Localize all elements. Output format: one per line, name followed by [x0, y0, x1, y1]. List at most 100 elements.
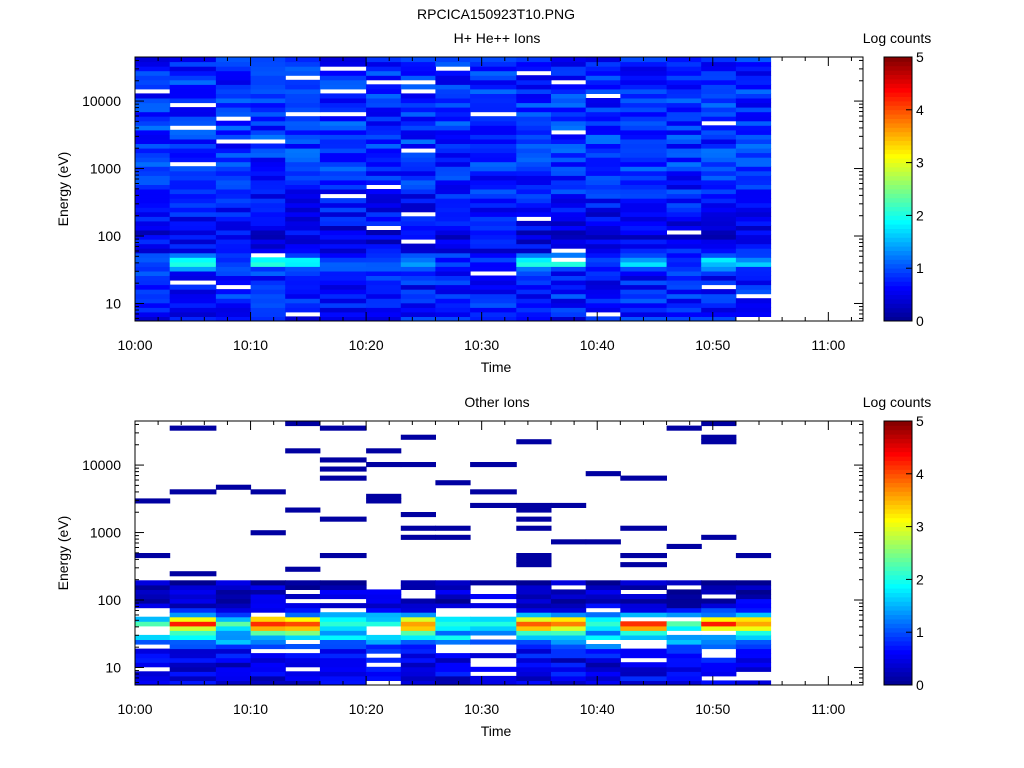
colorbar-segment [884, 255, 912, 260]
colorbar-segment [884, 473, 912, 479]
heatmap-cell [620, 216, 667, 222]
heatmap-cell [135, 220, 171, 226]
heatmap-cell [319, 75, 367, 81]
heatmap-cell [435, 220, 471, 226]
heatmap-cell [666, 225, 702, 231]
heatmap-cell [516, 61, 552, 67]
heatmap-cell [701, 534, 737, 540]
heatmap-cell [470, 75, 517, 81]
heatmap-cell [435, 202, 471, 208]
heatmap-cell [666, 248, 702, 254]
heatmap-cell [169, 298, 217, 304]
heatmap-cell [285, 671, 321, 677]
heatmap-cell [250, 152, 286, 158]
heatmap-cell [701, 230, 737, 236]
heatmap-cell [585, 143, 621, 149]
heatmap-cell [366, 179, 402, 185]
heatmap-cell [169, 657, 217, 663]
colorbar-segment [884, 268, 912, 273]
heatmap-cell [366, 302, 402, 308]
heatmap-cell [470, 116, 517, 122]
heatmap-cell [319, 207, 367, 213]
heatmap-cell [470, 594, 517, 600]
heatmap-cell [701, 603, 737, 609]
heatmap-cell [551, 225, 587, 231]
heatmap-cell [585, 653, 621, 659]
heatmap-cell [735, 189, 772, 195]
heatmap-cell [735, 284, 772, 290]
heatmap-cell [319, 134, 367, 140]
heatmap-cell [215, 584, 252, 590]
heatmap-cell [585, 680, 621, 686]
heatmap-cell [400, 207, 436, 213]
heatmap-cell [516, 316, 552, 322]
heatmap-cell [400, 298, 436, 304]
heatmap-cell [735, 275, 772, 281]
heatmap-cell [470, 284, 517, 290]
heatmap-cell [135, 316, 171, 322]
heatmap-cell [516, 639, 552, 645]
heatmap-cell [135, 598, 171, 604]
heatmap-cell [169, 589, 217, 595]
heatmap-cell [516, 202, 552, 208]
heatmap-cell [735, 161, 772, 167]
heatmap-cell [701, 93, 737, 99]
heatmap-cell [516, 166, 552, 172]
heatmap-cell [701, 170, 737, 176]
heatmap-cell [735, 598, 772, 604]
heatmap-cell [366, 266, 402, 272]
heatmap-cell [400, 193, 436, 199]
panel-1-ylabel: Energy (eV) [55, 152, 71, 227]
heatmap-cell [435, 653, 471, 659]
heatmap-cell [735, 198, 772, 204]
colorbar-segment [884, 438, 912, 444]
heatmap-cell [666, 175, 702, 181]
heatmap-cell [250, 216, 286, 222]
heatmap-cell [620, 475, 667, 481]
heatmap-cell [701, 75, 737, 81]
heatmap-cell [551, 143, 587, 149]
colorbar-segment [884, 303, 912, 309]
heatmap-cell [516, 634, 552, 640]
heatmap-cell [319, 307, 367, 313]
heatmap-cell [620, 79, 667, 85]
heatmap-cell [169, 202, 217, 208]
heatmap-cell [470, 143, 517, 149]
colorbar-segment [884, 114, 912, 119]
heatmap-cell [435, 298, 471, 304]
heatmap-cell [135, 580, 171, 586]
heatmap-cell [516, 148, 552, 154]
heatmap-cell [366, 211, 402, 217]
heatmap-cell [400, 657, 436, 663]
heatmap-cell [470, 266, 517, 272]
heatmap-cell [551, 61, 587, 67]
heatmap-cell [285, 134, 321, 140]
heatmap-cell [585, 116, 621, 122]
heatmap-cell [135, 207, 171, 213]
heatmap-cell [701, 193, 737, 199]
heatmap-cell [215, 639, 252, 645]
heatmap-cell [516, 625, 552, 631]
heatmap-cell [701, 257, 737, 263]
heatmap-cell [285, 120, 321, 126]
heatmap-cell [435, 107, 471, 113]
heatmap-cell [285, 148, 321, 154]
heatmap-cell [516, 134, 552, 140]
heatmap-cell [516, 302, 552, 308]
heatmap-cell [585, 111, 621, 117]
heatmap-cell [135, 138, 171, 144]
heatmap-cell [135, 261, 171, 267]
heatmap-cell [319, 311, 367, 317]
heatmap-cell [735, 70, 772, 76]
heatmap-cell [400, 648, 436, 654]
heatmap-cell [585, 61, 621, 67]
heatmap-cell [366, 261, 402, 267]
heatmap-cell [585, 152, 621, 158]
heatmap-cell [666, 594, 702, 600]
heatmap-cell [435, 657, 471, 663]
colorbar-segment [884, 504, 912, 510]
heatmap-cell [585, 539, 621, 545]
heatmap-cell [516, 125, 552, 131]
heatmap-cell [701, 666, 737, 672]
panel-2-title: Other Ions [464, 394, 529, 410]
